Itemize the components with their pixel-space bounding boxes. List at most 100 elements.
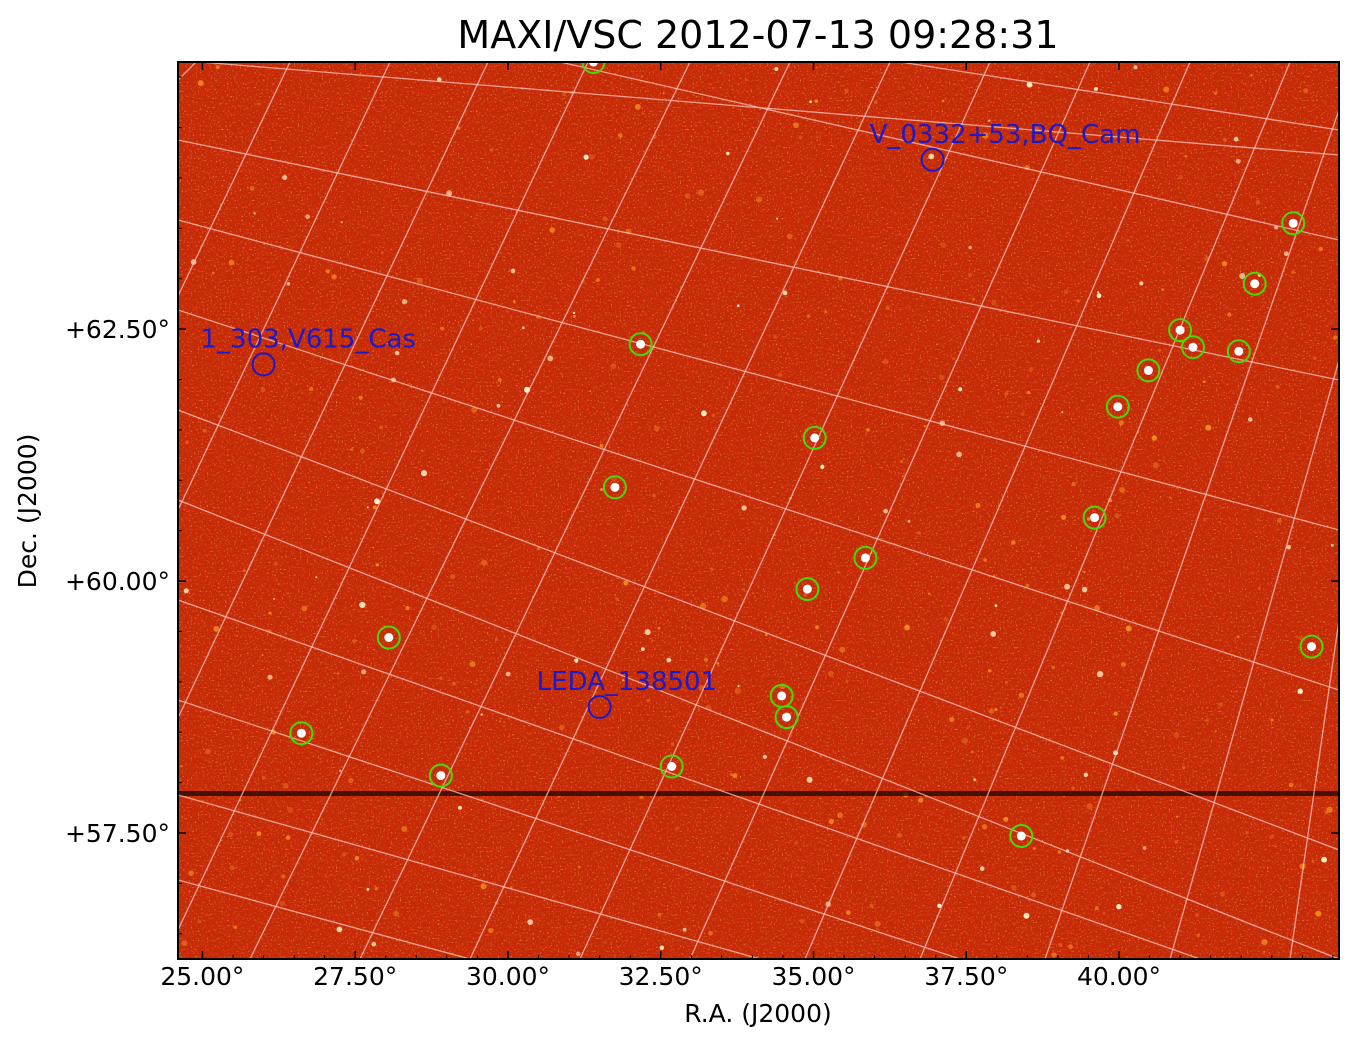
speckle (762, 754, 768, 759)
detected-source-marker (602, 475, 627, 500)
speckle (326, 269, 330, 274)
detected-source-marker (1226, 339, 1251, 364)
speckle (941, 99, 945, 103)
speckle (684, 192, 691, 199)
speckle (1142, 846, 1147, 850)
speckle (1096, 293, 1102, 299)
speckle (341, 852, 347, 857)
speckle (654, 425, 660, 432)
speckle (366, 506, 369, 509)
speckle (439, 903, 443, 906)
speckle (256, 831, 262, 836)
x-tick-label: 37.50° (924, 962, 1008, 991)
detected-source-marker (376, 625, 401, 650)
speckle (521, 326, 525, 330)
speckle (1261, 939, 1268, 946)
speckle (952, 357, 955, 360)
speckle (1213, 91, 1218, 95)
speckle (1311, 859, 1314, 863)
speckle (917, 531, 921, 535)
speckle (374, 498, 380, 505)
speckle (431, 624, 437, 631)
speckle (472, 873, 477, 877)
x-tick-label: 30.00° (466, 962, 550, 991)
speckle (361, 669, 367, 675)
detected-source-marker (428, 763, 453, 788)
bright-pixel (1307, 642, 1316, 652)
speckle (334, 708, 338, 712)
grid-line (559, 62, 1339, 241)
speckle (1315, 910, 1322, 917)
x-tick-label: 27.50° (313, 962, 397, 991)
grid-line (178, 62, 391, 511)
speckle (1133, 65, 1138, 70)
speckle (1205, 424, 1212, 431)
speckle (249, 185, 255, 191)
speckle (547, 355, 554, 362)
x-tick-label: 35.00° (771, 962, 855, 991)
speckle (282, 175, 288, 181)
speckle (1031, 892, 1037, 898)
speckle (741, 505, 747, 511)
bright-pixel (782, 712, 792, 722)
speckle (776, 217, 779, 220)
speckle (1027, 390, 1031, 395)
speckle (631, 266, 636, 271)
speckle (1068, 944, 1073, 950)
speckle (816, 135, 819, 139)
speckle (510, 268, 516, 274)
y-axis-ticks: +62.50° +60.00° +57.50° (65, 76, 1339, 935)
grid-line (469, 62, 891, 959)
speckle (345, 536, 348, 539)
grid-line (1169, 359, 1339, 959)
speckle (1321, 856, 1327, 863)
bright-pixel (1113, 402, 1123, 412)
speckle (737, 304, 740, 308)
speckle (284, 632, 287, 636)
speckle (1161, 288, 1164, 291)
speckle (641, 647, 645, 651)
detected-source-marker (289, 721, 314, 746)
speckle (359, 601, 366, 609)
speckle (1086, 803, 1093, 810)
speckle (287, 807, 294, 814)
speckle (742, 588, 746, 591)
speckle (1023, 912, 1030, 919)
speckle (800, 918, 805, 924)
speckle (979, 866, 985, 871)
speckle (1060, 755, 1065, 760)
speckle (1119, 487, 1125, 493)
speckle (815, 625, 820, 630)
speckle (1158, 348, 1162, 352)
speckle (589, 390, 592, 393)
speckle (883, 508, 888, 514)
speckle (233, 925, 237, 929)
plot-area: 1_303,V615_Cas V_0332+53,BQ_Cam LEDA_13850… (177, 61, 1340, 960)
speckle (340, 221, 343, 224)
speckle (1061, 411, 1064, 414)
speckle (439, 676, 443, 680)
speckle (1283, 251, 1289, 257)
speckle (416, 277, 423, 284)
speckle (809, 100, 812, 104)
grid-line (689, 62, 1091, 959)
speckle (1174, 840, 1178, 844)
speckle (366, 888, 370, 891)
speckle (589, 154, 595, 160)
speckle (1178, 175, 1183, 180)
speckle (639, 795, 644, 800)
speckle (1114, 512, 1120, 519)
speckle (183, 588, 189, 594)
speckle (480, 883, 487, 890)
speckle (286, 282, 291, 286)
speckle (782, 290, 788, 296)
speckle (273, 597, 276, 600)
speckle (820, 464, 825, 469)
speckle (700, 602, 707, 610)
speckle (372, 505, 377, 510)
speckle (446, 190, 453, 197)
speckle (971, 750, 974, 753)
speckle (1151, 435, 1158, 441)
speckle (1125, 625, 1132, 632)
speckle (242, 569, 246, 572)
